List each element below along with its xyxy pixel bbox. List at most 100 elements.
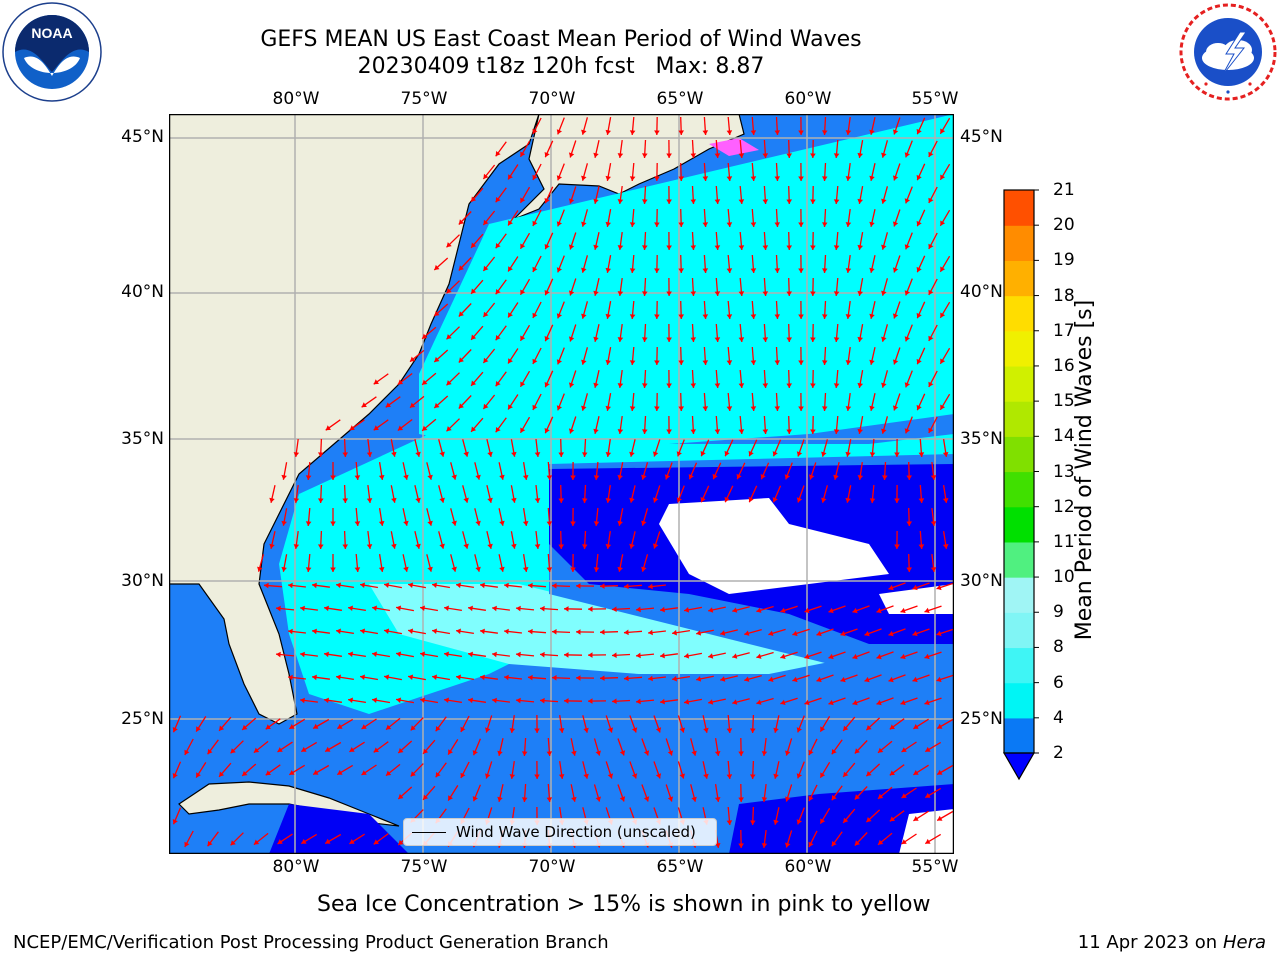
wave-arrow-head [534,452,541,457]
wave-arrow-head [857,382,863,388]
wave-arrow-head [642,383,648,388]
wave-arrow-head [497,796,503,802]
wave-arrow-head [492,651,497,658]
wave-arrow-head [714,245,721,250]
wave-arrow-head [924,699,930,706]
wave-arrow-head [617,520,623,526]
wave-arrow-head [446,426,452,432]
wave-arrow-head [568,428,575,434]
noaa-logo: NOAA [2,2,102,102]
wave-arrow-head [444,651,449,657]
wave-arrow-head [508,220,513,226]
wave-arrow-head [458,357,464,363]
wave-arrow-head [434,310,440,316]
wave-arrow-head [869,452,876,457]
wave-arrow-head [881,428,887,434]
wave-arrow-head [940,358,946,364]
wave-arrow-head [556,359,562,365]
wave-arrow-head [520,243,526,249]
wave-arrow-head [726,268,733,273]
wave-arrow-head [556,405,562,411]
wave-arrow-head [544,198,550,204]
wave-arrow-head [499,566,505,572]
wave-arrow-head [581,267,587,273]
footer-date-text: 11 Apr 2023 on [1077,932,1223,953]
wave-arrow-head [792,630,798,637]
wave-arrow-head [854,794,860,800]
wave-arrow-head [504,674,509,681]
wave-arrow-head [318,452,324,457]
wave-arrow-head [833,429,840,434]
wave-arrow-head [582,544,588,549]
wave-arrow-head [508,404,513,410]
colorbar-tick-label: 8 [1053,637,1064,658]
wave-arrow-head [925,746,931,752]
wave-arrow-head [408,628,414,634]
wave-arrow-head [600,583,605,589]
wave-arrow-head [820,726,826,732]
wave-arrow-head [940,174,946,180]
wave-arrow-head [642,199,648,204]
wave-arrow-head [901,747,907,752]
wave-arrow-head [702,314,709,319]
wave-arrow-head [468,651,473,658]
wave-arrow-head [679,773,685,779]
wave-arrow-head [684,699,690,705]
colorbar-segment [1004,295,1034,332]
wave-arrow-head [833,245,840,250]
wave-arrow-head [520,427,526,433]
wave-arrow-head [184,749,190,755]
wave-arrow-head [480,674,485,681]
wave-arrow-head [396,605,402,611]
wave-arrow-head [714,291,721,296]
wave-arrow-head [172,819,178,825]
wave-arrow-head [520,335,526,341]
wave-arrow-head [904,382,910,388]
wave-arrow-head [918,498,925,503]
wave-arrow-head [595,750,601,756]
wave-arrow-head [726,820,733,825]
wave-arrow-head [726,406,733,411]
wave-arrow-head [786,291,792,296]
wave-arrow-head [816,676,822,683]
wave-arrow-head [924,653,930,660]
wave-arrow-head [511,497,517,503]
wave-arrow-head [928,151,934,157]
footer-host: Hera [1222,932,1266,953]
wave-arrow-head [660,698,665,705]
wave-arrow-head [313,723,319,729]
wave-arrow-head [264,582,269,589]
wave-arrow-head [522,521,529,526]
wave-arrow-head [691,796,697,802]
wave-arrow-head [690,383,696,388]
wave-arrow-head [676,497,682,503]
wave-arrow-head [564,606,569,612]
wave-arrow-head [843,771,849,777]
wave-arrow-head [495,427,501,433]
wave-arrow-head [293,452,300,457]
wave-arrow-head [617,153,624,158]
wave-arrow-head [756,607,762,613]
wave-arrow-head [372,651,377,657]
wave-arrow-head [373,379,379,385]
wave-arrow-head [666,199,672,204]
wave-arrow-head [786,383,792,388]
wave-arrow-head [253,839,260,845]
wave-arrow-head [780,653,786,659]
wave-arrow-head [643,796,650,802]
wave-arrow-head [786,429,792,434]
wave-arrow-head [889,816,895,822]
wave-arrow-head [605,359,611,365]
wave-arrow-head [732,699,738,705]
wave-arrow-head [852,653,858,660]
wave-arrow-head [816,630,822,637]
colorbar-tick-label: 16 [1053,355,1075,376]
colorbar-tick-label: 9 [1053,602,1064,623]
wave-arrow-head [738,383,745,388]
lon-tick-top-70: 70°W [528,89,576,109]
wave-arrow-head [678,406,684,411]
wave-arrow-head [460,726,466,732]
wave-arrow-head [761,797,768,802]
wave-arrow-head [854,748,860,754]
wave-arrow-head [869,221,875,227]
